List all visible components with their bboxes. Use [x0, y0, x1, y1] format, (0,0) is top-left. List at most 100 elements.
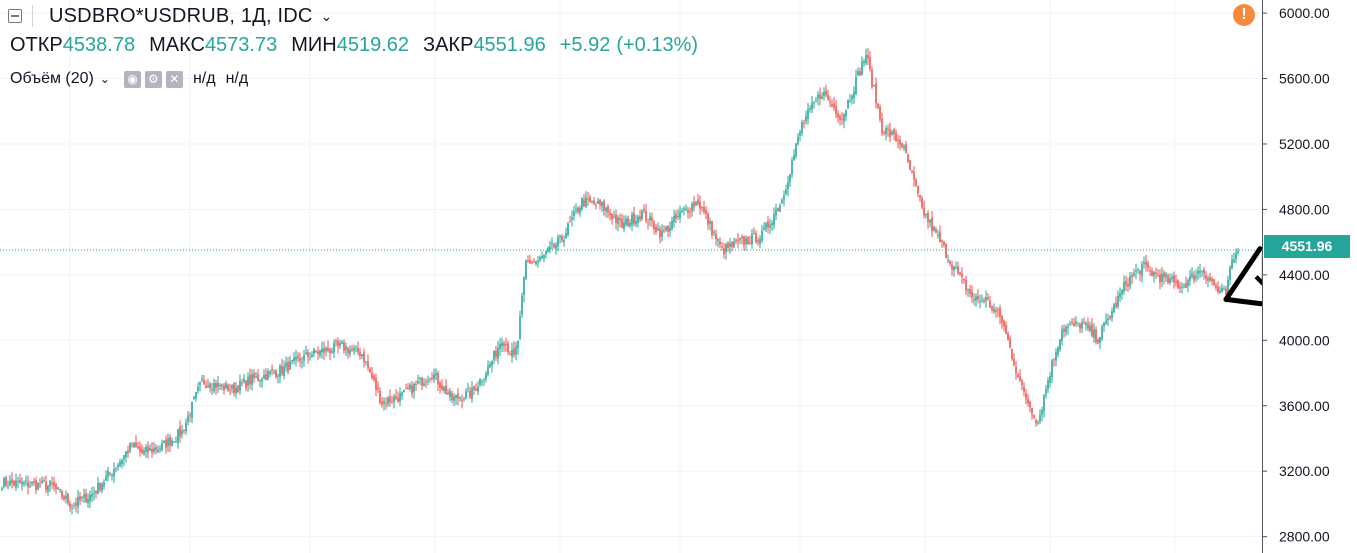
candle-body[interactable] [773, 214, 775, 225]
candle-body[interactable] [311, 354, 313, 358]
candle-body[interactable] [797, 136, 799, 145]
candle-body[interactable] [1219, 290, 1221, 293]
candle-body[interactable] [493, 351, 495, 360]
candle-body[interactable] [903, 146, 905, 148]
candle-body[interactable] [993, 308, 995, 312]
candle-body[interactable] [19, 479, 21, 484]
candle-body[interactable] [949, 261, 951, 264]
candle-body[interactable] [617, 217, 619, 224]
candle-body[interactable] [793, 154, 795, 161]
candle-body[interactable] [319, 350, 321, 356]
candle-body[interactable] [1209, 277, 1211, 281]
candle-body[interactable] [433, 374, 435, 380]
candle-body[interactable] [1165, 274, 1167, 278]
candle-body[interactable] [277, 375, 279, 377]
candle-body[interactable] [67, 494, 69, 504]
candle-body[interactable] [789, 174, 791, 183]
candle-body[interactable] [925, 214, 927, 216]
candle-body[interactable] [689, 211, 691, 213]
candle-body[interactable] [983, 300, 985, 303]
candle-body[interactable] [869, 57, 871, 69]
candle-body[interactable] [181, 430, 183, 435]
candle-body[interactable] [713, 231, 715, 233]
candle-body[interactable] [197, 386, 199, 392]
candle-body[interactable] [1001, 316, 1003, 323]
candle-body[interactable] [133, 442, 135, 447]
candle-body[interactable] [739, 238, 741, 240]
candle-body[interactable] [5, 477, 7, 486]
candle-body[interactable] [71, 507, 73, 509]
candle-body[interactable] [813, 102, 815, 104]
candle-body[interactable] [937, 234, 939, 236]
candle-body[interactable] [291, 360, 293, 362]
candle-body[interactable] [965, 279, 967, 291]
candle-body[interactable] [81, 497, 83, 499]
candle-body[interactable] [749, 242, 751, 244]
candle-body[interactable] [257, 374, 259, 381]
candle-body[interactable] [671, 220, 673, 229]
candle-body[interactable] [331, 351, 333, 354]
candle-body[interactable] [1021, 381, 1023, 386]
candle-body[interactable] [271, 369, 273, 371]
candle-body[interactable] [759, 238, 761, 244]
candle-body[interactable] [1149, 270, 1151, 272]
candle-body[interactable] [995, 310, 997, 313]
candle-body[interactable] [1015, 366, 1017, 374]
candle-body[interactable] [597, 200, 599, 204]
candle-body[interactable] [229, 389, 231, 391]
candle-body[interactable] [755, 233, 757, 243]
candle-body[interactable] [1179, 287, 1181, 289]
candle-body[interactable] [419, 377, 421, 379]
candle-body[interactable] [431, 377, 433, 379]
candle-body[interactable] [1235, 253, 1237, 260]
candle-body[interactable] [835, 105, 837, 115]
candle-body[interactable] [141, 449, 143, 454]
candle-body[interactable] [639, 215, 641, 220]
candle-body[interactable] [633, 212, 635, 224]
candle-body[interactable] [819, 94, 821, 99]
candle-body[interactable] [511, 349, 513, 357]
candle-body[interactable] [887, 128, 889, 130]
candle-body[interactable] [129, 442, 131, 452]
candle-body[interactable] [321, 348, 323, 353]
candle-body[interactable] [777, 207, 779, 211]
candle-body[interactable] [1051, 360, 1053, 378]
candle-body[interactable] [775, 209, 777, 216]
candle-body[interactable] [895, 132, 897, 142]
candle-body[interactable] [31, 482, 33, 485]
candle-body[interactable] [837, 113, 839, 118]
candle-body[interactable] [693, 202, 695, 208]
candle-body[interactable] [43, 480, 45, 482]
candle-body[interactable] [1059, 339, 1061, 350]
candle-body[interactable] [901, 143, 903, 147]
candle-body[interactable] [289, 361, 291, 370]
candle-body[interactable] [1003, 320, 1005, 327]
warning-icon[interactable]: ! [1233, 4, 1255, 26]
candle-body[interactable] [803, 121, 805, 123]
candle-body[interactable] [471, 387, 473, 399]
candle-body[interactable] [619, 218, 621, 221]
candle-body[interactable] [395, 395, 397, 399]
candle-body[interactable] [1221, 288, 1223, 293]
candle-body[interactable] [191, 401, 193, 419]
candle-body[interactable] [163, 440, 165, 444]
candle-body[interactable] [1063, 328, 1065, 332]
candle-body[interactable] [567, 223, 569, 236]
candle-body[interactable] [297, 355, 299, 358]
candle-body[interactable] [957, 266, 959, 274]
candle-body[interactable] [527, 260, 529, 262]
candle-body[interactable] [93, 492, 95, 494]
candle-body[interactable] [509, 354, 511, 356]
candle-body[interactable] [897, 139, 899, 142]
candle-body[interactable] [469, 390, 471, 398]
candle-body[interactable] [301, 361, 303, 363]
candle-body[interactable] [529, 259, 531, 264]
candle-body[interactable] [495, 350, 497, 357]
candle-body[interactable] [261, 379, 263, 382]
candle-body[interactable] [979, 300, 981, 302]
candle-body[interactable] [513, 348, 515, 356]
candle-body[interactable] [1013, 358, 1015, 366]
candle-body[interactable] [263, 374, 265, 379]
candle-body[interactable] [429, 378, 431, 380]
